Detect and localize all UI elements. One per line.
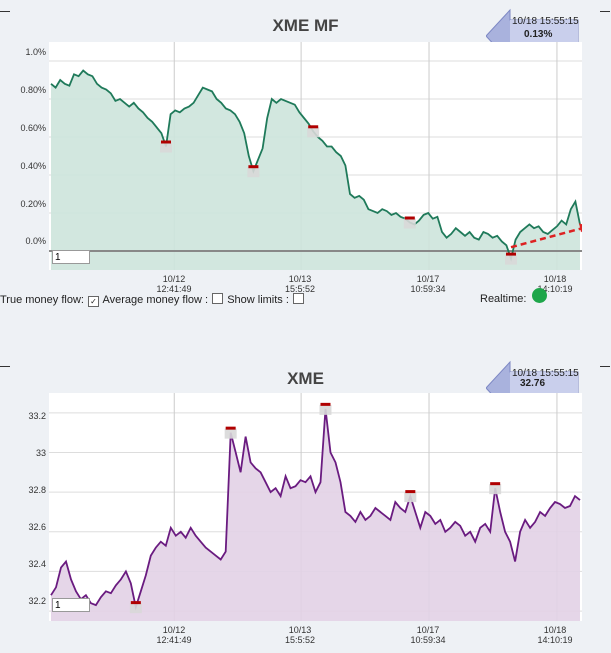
marker-shadow: [404, 492, 417, 503]
y-tick-label: 0.20%: [20, 199, 46, 209]
marker-shadow: [403, 218, 416, 229]
mf-chart-svg: [49, 42, 582, 270]
marker-shadow: [489, 484, 502, 495]
y-tick-label: 0.0%: [25, 236, 46, 246]
y-tick-label: 32.6: [28, 522, 46, 532]
chart-title-mf: XME MF: [272, 16, 339, 35]
marker-shadow: [247, 167, 260, 178]
event-marker: [130, 601, 141, 605]
y-tick-label: 0.60%: [20, 123, 46, 133]
x-tick-label: 10/13 15:5:52: [284, 274, 316, 294]
show-limits-label: Show limits :: [227, 294, 289, 306]
event-marker: [225, 426, 236, 430]
chart-title-price: XME: [287, 369, 324, 388]
avg-mf-checkbox[interactable]: [212, 293, 224, 304]
marker-shadow: [224, 428, 237, 439]
y-tick-label: 33.2: [28, 411, 46, 421]
marker-shadow: [129, 603, 142, 614]
badge-value-mf: 0.13%: [524, 29, 553, 40]
y-tick-label: 33: [35, 448, 46, 458]
x-tick-label: 10/12 12:41:49: [156, 274, 192, 294]
show-limits-checkbox[interactable]: [293, 293, 304, 304]
x-tick-label: 10/17 10:59:34: [410, 274, 446, 294]
badge-time-mf: 10/18 15:55:15: [512, 16, 579, 27]
true-mf-label: True money flow:: [0, 294, 84, 306]
event-marker: [506, 252, 516, 256]
event-marker: [248, 165, 259, 169]
badge-time-price: 10/18 15:55:15: [512, 368, 579, 379]
trend-arrow-line: [510, 227, 582, 249]
event-marker: [404, 216, 415, 220]
event-marker: [161, 140, 171, 144]
corner-dash-right: [600, 11, 610, 12]
plot-area-mf[interactable]: [49, 42, 582, 270]
series-area: [51, 70, 580, 270]
realtime-label: Realtime:: [480, 293, 527, 305]
corner-dash-right: [600, 366, 610, 367]
x-tick-label: 10/18 14:10:19: [537, 274, 573, 294]
corner-dash-left: [0, 366, 10, 367]
corner-dash-left: [0, 11, 10, 12]
series-area: [51, 408, 580, 621]
plot-area-price[interactable]: [49, 393, 582, 621]
price-chart-svg: [49, 393, 582, 621]
y-tick-label: 32.4: [28, 559, 46, 569]
event-marker: [320, 402, 331, 406]
y-tick-label: 0.80%: [20, 85, 46, 95]
x-tick-label: 10/13 15:5:52: [284, 625, 316, 645]
avg-mf-label: Average money flow :: [102, 294, 209, 306]
price-period-input[interactable]: [52, 598, 90, 612]
y-tick-label: 32.8: [28, 485, 46, 495]
event-marker: [405, 490, 416, 494]
marker-shadow: [160, 142, 172, 153]
y-tick-label: 1.0%: [25, 47, 46, 57]
x-tick-label: 10/18 14:10:19: [537, 625, 573, 645]
x-tick-label: 10/17 10:59:34: [410, 625, 446, 645]
mf-options: True money flow: ✓ Average money flow : …: [0, 293, 305, 307]
event-marker: [308, 125, 319, 129]
trend-arrow-head: [579, 223, 582, 233]
mf-period-input[interactable]: [52, 250, 90, 264]
y-tick-label: 0.40%: [20, 161, 46, 171]
event-marker: [490, 482, 501, 486]
marker-shadow: [307, 127, 320, 138]
realtime-status-indicator[interactable]: [532, 288, 547, 303]
y-tick-label: 32.2: [28, 596, 46, 606]
true-mf-checkbox[interactable]: ✓: [88, 296, 100, 307]
x-tick-label: 10/12 12:41:49: [156, 625, 192, 645]
marker-shadow: [505, 254, 517, 265]
series-line: [50, 408, 581, 611]
marker-shadow: [319, 404, 332, 415]
badge-value-price: 32.76: [520, 378, 546, 389]
